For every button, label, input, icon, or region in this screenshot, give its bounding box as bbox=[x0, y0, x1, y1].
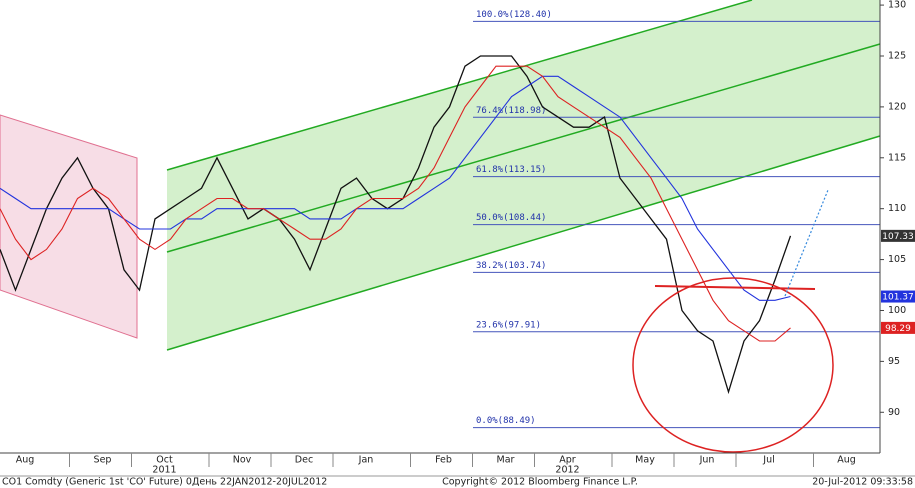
last-value-label: 98.29 bbox=[885, 324, 911, 334]
x-tick-label: Mar bbox=[497, 455, 515, 466]
y-tick-label: 115 bbox=[888, 152, 906, 163]
x-tick-label: Apr bbox=[559, 455, 576, 466]
y-tick-label: 125 bbox=[888, 50, 906, 61]
fib-label: 100.0%(128.40) bbox=[476, 10, 552, 20]
y-tick-label: 105 bbox=[888, 254, 906, 265]
year-label: 2012 bbox=[555, 465, 579, 476]
y-tick-label: 90 bbox=[888, 407, 900, 418]
fib-label: 38.2%(103.74) bbox=[476, 261, 546, 271]
last-value-box bbox=[881, 290, 915, 303]
year-label: 2011 bbox=[152, 465, 176, 476]
fib-label: 50.0%(108.44) bbox=[476, 213, 546, 223]
last-value-label: 107.33 bbox=[882, 232, 914, 242]
price-line bbox=[0, 55, 792, 395]
ma-line bbox=[0, 75, 791, 301]
pink-channel bbox=[0, 114, 138, 339]
y-tick-label: 120 bbox=[888, 101, 906, 112]
last-value-box bbox=[881, 229, 915, 242]
green-channel bbox=[167, 0, 880, 350]
x-tick-label: Oct bbox=[156, 455, 173, 466]
y-tick-label: 130 bbox=[888, 0, 906, 11]
channel-line bbox=[166, 43, 881, 253]
footer-center: Copyright© 2012 Bloomberg Finance L.P. bbox=[442, 477, 638, 488]
fib-label: 61.8%(113.15) bbox=[476, 165, 546, 175]
channel-line bbox=[166, 135, 881, 351]
y-tick-label: 95 bbox=[888, 356, 900, 367]
x-tick-label: Jun bbox=[699, 455, 715, 466]
projection-line bbox=[784, 189, 829, 297]
highlight-circle bbox=[632, 277, 834, 453]
x-tick-label: Jul bbox=[762, 455, 774, 466]
fib-label: 0.0%(88.49) bbox=[476, 416, 536, 426]
x-tick-label: Feb bbox=[435, 455, 452, 466]
x-tick-label: May bbox=[635, 455, 655, 466]
footer-right: 20-Jul-2012 09:33:58 bbox=[812, 477, 913, 488]
y-tick-label: 110 bbox=[888, 203, 906, 214]
x-tick-label: Jan bbox=[358, 455, 374, 466]
fib-label: 76.4%(118.98) bbox=[476, 106, 546, 116]
x-tick-label: Aug bbox=[16, 455, 35, 466]
channel-line bbox=[166, 0, 753, 171]
x-tick-label: Nov bbox=[233, 455, 252, 466]
x-tick-label: Sep bbox=[94, 455, 112, 466]
x-tick-label: Dec bbox=[295, 455, 313, 466]
fib-label: 23.6%(97.91) bbox=[476, 320, 541, 330]
x-tick-label: Aug bbox=[837, 455, 856, 466]
last-value-box bbox=[881, 321, 915, 334]
footer-left: CO1 Comdty (Generic 1st 'CO' Future) 0Де… bbox=[2, 477, 327, 488]
ma-line bbox=[0, 65, 791, 342]
last-value-label: 101.37 bbox=[882, 293, 914, 303]
y-tick-label: 100 bbox=[888, 305, 906, 316]
